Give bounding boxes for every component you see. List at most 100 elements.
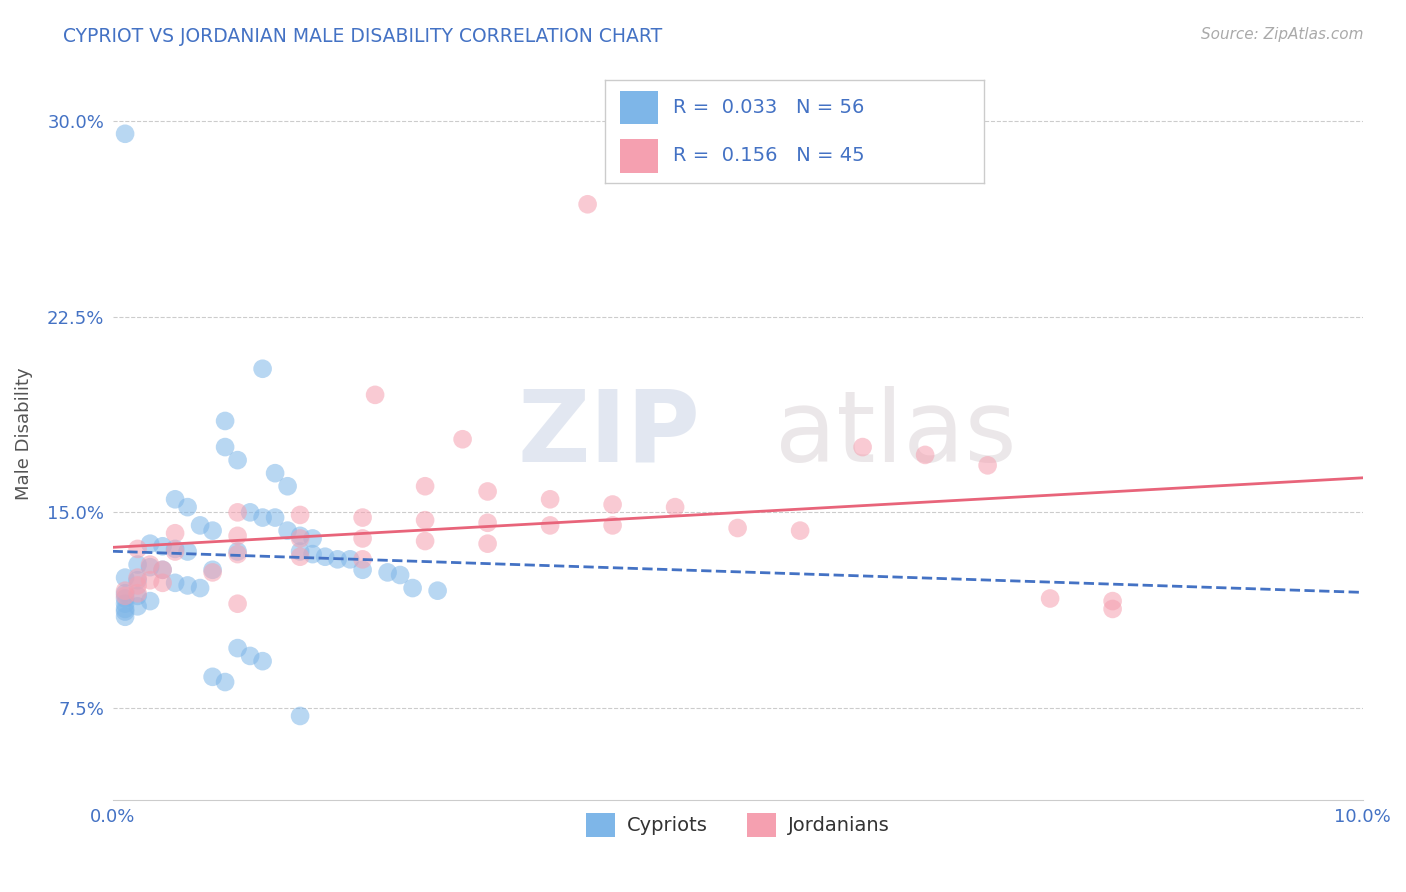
Point [288,549,311,564]
Point [352,552,374,566]
Point [152,575,174,590]
Point [114,127,136,141]
Text: Source: ZipAtlas.com: Source: ZipAtlas.com [1201,27,1364,42]
Point [413,513,436,527]
Text: CYPRIOT VS JORDANIAN MALE DISABILITY CORRELATION CHART: CYPRIOT VS JORDANIAN MALE DISABILITY COR… [63,27,662,45]
FancyBboxPatch shape [620,139,658,173]
Point [451,432,474,446]
Point [239,505,262,519]
Point [477,516,499,530]
Point [252,510,274,524]
Point [226,453,249,467]
Point [176,578,198,592]
Point [664,500,686,515]
Point [426,583,449,598]
Text: ZIP: ZIP [517,385,700,483]
Point [413,534,436,549]
Point [288,709,311,723]
Point [377,566,399,580]
Point [914,448,936,462]
Text: R =  0.033   N = 56: R = 0.033 N = 56 [673,98,865,118]
Point [277,479,299,493]
Point [114,602,136,616]
Point [127,541,149,556]
Y-axis label: Male Disability: Male Disability [15,368,32,500]
Point [114,583,136,598]
Point [389,568,412,582]
Point [288,529,311,543]
Point [165,544,187,558]
Point [139,594,162,608]
Point [214,414,236,428]
Point [301,532,323,546]
Point [165,526,187,541]
Point [152,563,174,577]
Point [139,560,162,574]
Point [301,547,323,561]
Point [114,591,136,606]
Point [288,508,311,522]
Point [352,563,374,577]
Point [314,549,336,564]
Point [114,589,136,603]
Point [226,505,249,519]
Point [139,573,162,587]
Point [139,558,162,572]
Point [176,500,198,515]
Point [214,675,236,690]
FancyBboxPatch shape [620,91,658,124]
Point [188,518,211,533]
Point [252,361,274,376]
Point [201,670,224,684]
Point [201,524,224,538]
Point [352,510,374,524]
Point [114,586,136,600]
Point [127,578,149,592]
Point [538,518,561,533]
Point [114,605,136,619]
Point [139,537,162,551]
Point [288,532,311,546]
Point [364,388,387,402]
Point [576,197,599,211]
Point [152,539,174,553]
Point [226,597,249,611]
Point [188,581,211,595]
Point [602,498,624,512]
Point [264,510,287,524]
Point [201,563,224,577]
Point [152,563,174,577]
Point [114,609,136,624]
Text: R =  0.156   N = 45: R = 0.156 N = 45 [673,145,865,165]
Point [226,547,249,561]
Point [277,524,299,538]
Point [252,654,274,668]
Point [1101,594,1123,608]
Point [852,440,875,454]
Point [226,544,249,558]
Point [226,529,249,543]
Point [114,571,136,585]
Text: atlas: atlas [775,385,1017,483]
Point [127,571,149,585]
Legend: Cypriots, Jordanians: Cypriots, Jordanians [578,805,897,845]
Point [789,524,811,538]
Point [976,458,998,473]
Point [339,552,361,566]
Point [352,532,374,546]
Point [114,597,136,611]
Point [127,599,149,614]
Point [127,586,149,600]
Point [165,575,187,590]
Point [413,479,436,493]
Point [226,641,249,656]
Point [264,466,287,480]
Point [214,440,236,454]
Point [165,541,187,556]
Point [201,566,224,580]
Point [326,552,349,566]
Point [165,492,187,507]
Point [1101,602,1123,616]
Point [477,484,499,499]
Point [127,558,149,572]
